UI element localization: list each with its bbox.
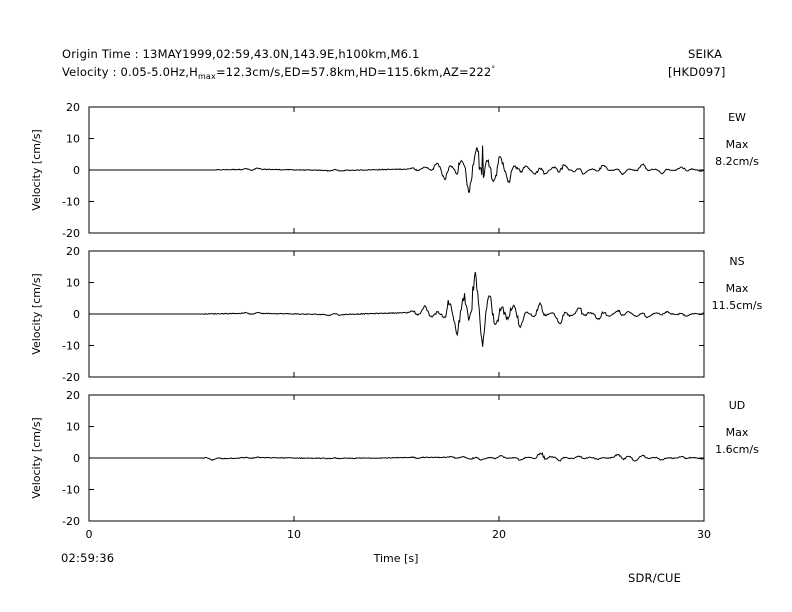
- origin-info: Origin Time : 13MAY1999,02:59,43.0N,143.…: [62, 47, 420, 61]
- velocity-suffix: =12.3cm/s,ED=57.8km,HD=115.6km,AZ=222: [215, 65, 492, 79]
- y-axis-label: Velocity [cm/s]: [30, 273, 43, 354]
- y-axis-label: Velocity [cm/s]: [30, 129, 43, 210]
- max-label: Max: [726, 282, 749, 295]
- velocity-trace: [89, 452, 705, 462]
- y-tick-label: -10: [62, 196, 80, 209]
- station-code: [HKD097]: [668, 65, 726, 79]
- y-tick-label: 20: [66, 245, 80, 258]
- y-tick-label: 0: [73, 308, 80, 321]
- station-name: SEIKA: [688, 47, 723, 61]
- degree-mark: °: [491, 65, 496, 73]
- x-tick-label: 30: [697, 528, 711, 541]
- velocity-trace: [89, 145, 705, 193]
- velocity-trace: [89, 272, 705, 347]
- y-tick-label: -20: [62, 371, 80, 384]
- x-axis-label: Time [s]: [373, 552, 419, 565]
- panel-ns: 20 10 0 -10 -20 Velocity [cm/s] NS Max 11.5cm/s: [30, 245, 763, 384]
- y-tick-label: 10: [66, 277, 80, 290]
- time-axis: 0 10 20 30: [86, 528, 712, 541]
- y-tick-label: -20: [62, 227, 80, 240]
- component-label: UD: [729, 399, 746, 412]
- y-tick-label: 10: [66, 421, 80, 434]
- max-value: 1.6cm/s: [715, 443, 759, 456]
- y-tick-label: -10: [62, 340, 80, 353]
- component-label: NS: [729, 255, 744, 268]
- max-value: 8.2cm/s: [715, 155, 759, 168]
- y-tick-label: -10: [62, 484, 80, 497]
- max-label: Max: [726, 426, 749, 439]
- panel-ud: 20 10 0 -10 -20 Velocity [cm/s] UD Max 1.6cm/s: [30, 389, 759, 528]
- y-tick-label: 20: [66, 101, 80, 114]
- x-tick-label: 10: [287, 528, 301, 541]
- y-axis-label: Velocity [cm/s]: [30, 417, 43, 498]
- y-tick-label: -20: [62, 515, 80, 528]
- x-tick-label: 20: [492, 528, 506, 541]
- x-tick-label: 0: [86, 528, 93, 541]
- panel-ew: 20 10 0 -10 -20 Velocity [cm/s] EW Max 8.2cm/s: [30, 101, 759, 240]
- y-tick-label: 20: [66, 389, 80, 402]
- y-tick-label: 0: [73, 452, 80, 465]
- start-time: 02:59:36: [61, 551, 115, 565]
- y-tick-label: 10: [66, 133, 80, 146]
- velocity-prefix: Velocity : 0.05-5.0Hz,H: [62, 65, 198, 79]
- credit: SDR/CUE: [628, 571, 682, 585]
- y-tick-label: 0: [73, 164, 80, 177]
- velocity-info: Velocity : 0.05-5.0Hz,Hmax=12.3cm/s,ED=5…: [62, 65, 495, 81]
- component-label: EW: [728, 111, 746, 124]
- velocity-subscript: max: [197, 72, 216, 81]
- max-label: Max: [726, 138, 749, 151]
- max-value: 11.5cm/s: [712, 299, 763, 312]
